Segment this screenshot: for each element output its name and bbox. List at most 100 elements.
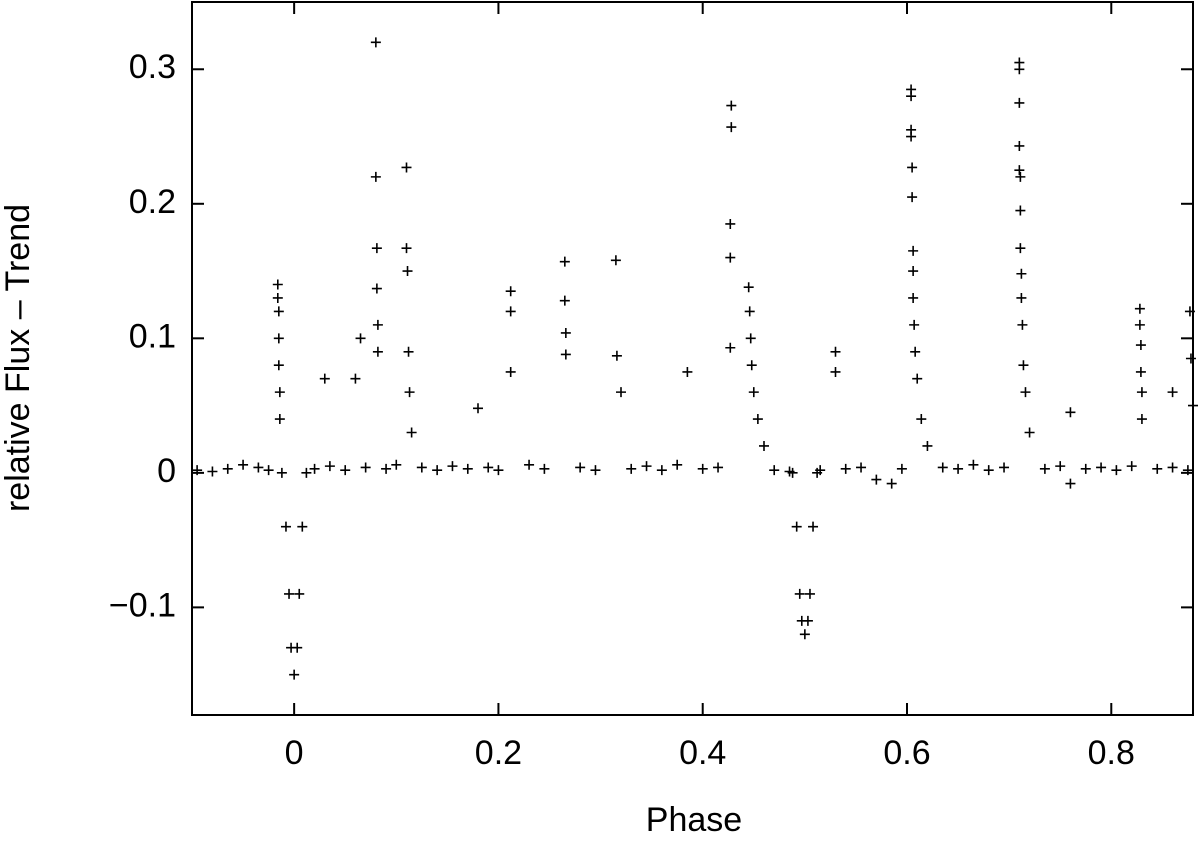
x-tick-label: 0.8	[1088, 734, 1135, 772]
point	[273, 333, 284, 344]
point	[274, 387, 285, 398]
point	[953, 463, 964, 474]
point	[371, 283, 382, 294]
point	[590, 465, 601, 476]
point	[725, 252, 736, 263]
point	[559, 295, 570, 306]
point	[483, 462, 494, 473]
x-tick-label: 0.6	[883, 734, 930, 772]
point	[794, 588, 805, 599]
point	[559, 256, 570, 267]
point	[1182, 465, 1193, 476]
point	[350, 373, 361, 384]
point	[207, 466, 218, 477]
point	[1136, 387, 1147, 398]
point	[301, 467, 312, 478]
point	[746, 360, 757, 371]
point	[1134, 319, 1145, 330]
point	[505, 306, 516, 317]
point	[1167, 462, 1178, 473]
point	[284, 588, 295, 599]
point	[713, 462, 724, 473]
point	[759, 440, 769, 451]
point	[371, 243, 382, 254]
point	[1065, 407, 1076, 418]
point	[1185, 353, 1196, 364]
point	[906, 91, 917, 102]
point	[908, 266, 919, 277]
point	[505, 286, 516, 297]
x-tick-label: 0.2	[475, 734, 522, 772]
point	[871, 474, 882, 485]
point	[1020, 387, 1031, 398]
point	[1018, 360, 1029, 371]
point	[1039, 463, 1050, 474]
x-axis-label: Phase	[646, 801, 742, 839]
point	[505, 366, 516, 377]
point	[575, 462, 586, 473]
point	[1080, 463, 1091, 474]
point	[372, 346, 383, 357]
point	[910, 346, 921, 357]
point	[611, 350, 622, 361]
x-tick-label: 0	[285, 734, 304, 772]
point	[726, 122, 737, 133]
point	[907, 192, 918, 203]
point	[274, 414, 285, 425]
point	[1135, 340, 1146, 351]
point	[1016, 292, 1027, 303]
point	[908, 292, 919, 303]
point	[473, 403, 483, 414]
point	[908, 245, 919, 256]
y-tick-label: −0.1	[109, 586, 176, 624]
point	[912, 373, 923, 384]
point	[787, 467, 798, 478]
point	[830, 346, 841, 357]
point	[1016, 268, 1027, 279]
point	[725, 342, 736, 353]
point	[1126, 461, 1137, 472]
point	[292, 642, 303, 653]
point	[697, 463, 708, 474]
point	[560, 327, 571, 338]
x-tick-label: 0.4	[679, 734, 726, 772]
point	[616, 387, 626, 398]
point	[1184, 306, 1195, 317]
point	[1017, 319, 1028, 330]
point	[886, 478, 897, 489]
point	[626, 463, 637, 474]
point	[355, 333, 366, 344]
point	[493, 465, 504, 476]
point	[656, 465, 667, 476]
point	[1188, 400, 1198, 411]
point	[909, 319, 920, 330]
point	[1015, 205, 1026, 216]
point	[725, 218, 736, 229]
y-tick-label: 0.2	[129, 183, 176, 221]
point	[324, 461, 335, 472]
point	[370, 37, 381, 48]
point	[1015, 171, 1026, 182]
point	[462, 463, 473, 474]
point	[539, 463, 550, 474]
point	[560, 349, 571, 360]
point	[802, 615, 813, 626]
point	[641, 461, 652, 472]
point	[447, 461, 458, 472]
point	[1136, 414, 1147, 425]
point	[294, 588, 305, 599]
y-tick-label: 0.1	[129, 317, 176, 355]
point	[1065, 478, 1076, 489]
point	[830, 366, 841, 377]
point	[922, 440, 933, 451]
point	[791, 521, 802, 532]
point	[238, 459, 249, 470]
point	[272, 279, 283, 290]
point	[403, 346, 414, 357]
point	[401, 162, 412, 173]
point	[769, 465, 780, 476]
point	[896, 463, 907, 474]
point	[752, 414, 763, 425]
point	[372, 319, 383, 330]
